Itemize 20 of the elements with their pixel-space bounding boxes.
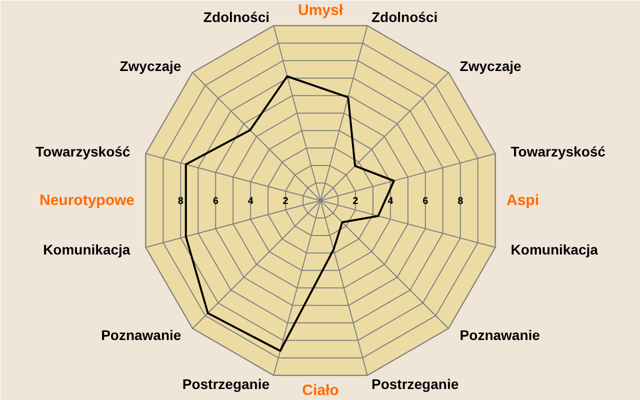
- text: Neurotypowe: [39, 192, 135, 209]
- spoke-label: Zdolności: [203, 8, 270, 25]
- spoke-label: Komunikacja: [510, 242, 598, 258]
- text: Aspi: [506, 192, 540, 209]
- spoke-label: Komunikacja: [43, 242, 130, 258]
- spoke-label: Poznawanie: [460, 326, 540, 343]
- spoke-label: Towarzyskość: [36, 143, 130, 160]
- text: 6: [212, 196, 219, 207]
- spoke-label: Postrzeganie: [182, 376, 270, 392]
- spoke-label: Zwyczaje: [120, 58, 182, 74]
- text: 8: [178, 196, 184, 207]
- text: Ciało: [302, 382, 339, 399]
- text: 4: [248, 196, 254, 207]
- spoke-label: Towarzyskość: [510, 143, 606, 160]
- spoke-label: Poznawanie: [101, 326, 182, 343]
- spoke-label: Zwyczaje: [460, 58, 522, 74]
- spoke-label: Postrzeganie: [371, 376, 459, 392]
- spoke-label: Zdolności: [371, 8, 438, 25]
- text: Umysł: [298, 2, 344, 19]
- text: 2: [282, 196, 289, 207]
